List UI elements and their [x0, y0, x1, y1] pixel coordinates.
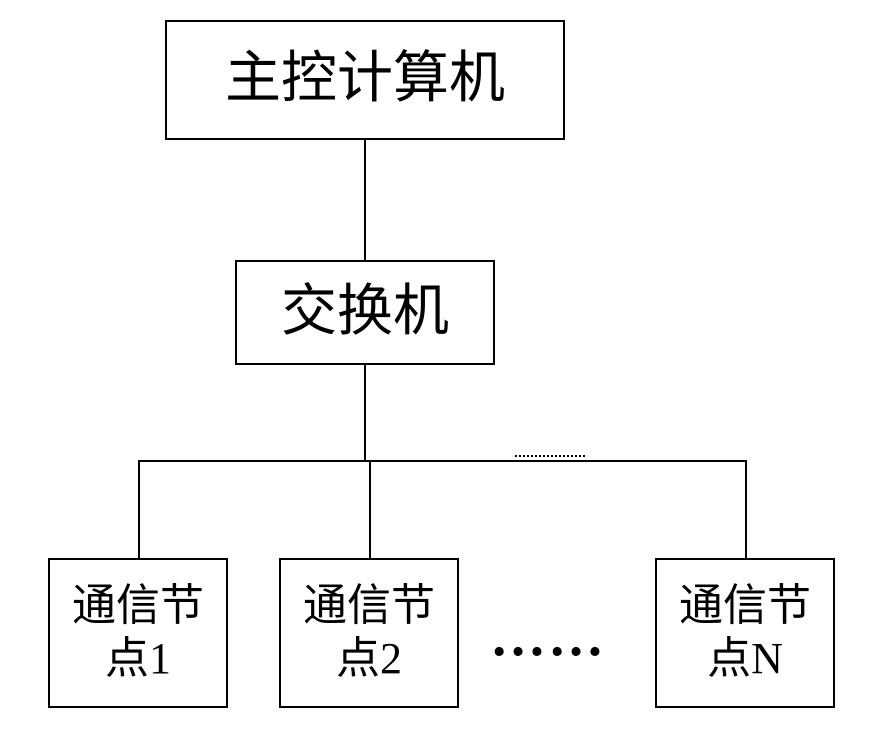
edge-switch-down: [364, 365, 366, 460]
node-leafN-label: 通信节点N: [679, 580, 811, 686]
edge-to-leaf1: [138, 460, 140, 558]
edge-to-leafN: [745, 460, 747, 558]
edge-horizontal: [138, 460, 747, 462]
node-leafN: 通信节点N: [655, 558, 835, 708]
node-root-label: 主控计算机: [225, 46, 505, 113]
ellipsis-text: ……: [490, 606, 606, 668]
node-root: 主控计算机: [165, 20, 565, 140]
diagram-canvas: 主控计算机 交换机 通信节点1 通信节点2 通信节点N ……: [0, 0, 882, 735]
node-leaf1: 通信节点1: [48, 558, 228, 708]
node-leaf1-label: 通信节点1: [72, 580, 204, 686]
ellipsis: ……: [490, 605, 606, 669]
node-leaf2: 通信节点2: [279, 558, 459, 708]
edge-to-leaf2: [369, 460, 371, 558]
edge-root-switch: [364, 140, 366, 260]
dotted-hint: [515, 455, 585, 457]
node-switch: 交换机: [235, 260, 495, 365]
node-leaf2-label: 通信节点2: [303, 580, 435, 686]
node-switch-label: 交换机: [281, 279, 449, 346]
